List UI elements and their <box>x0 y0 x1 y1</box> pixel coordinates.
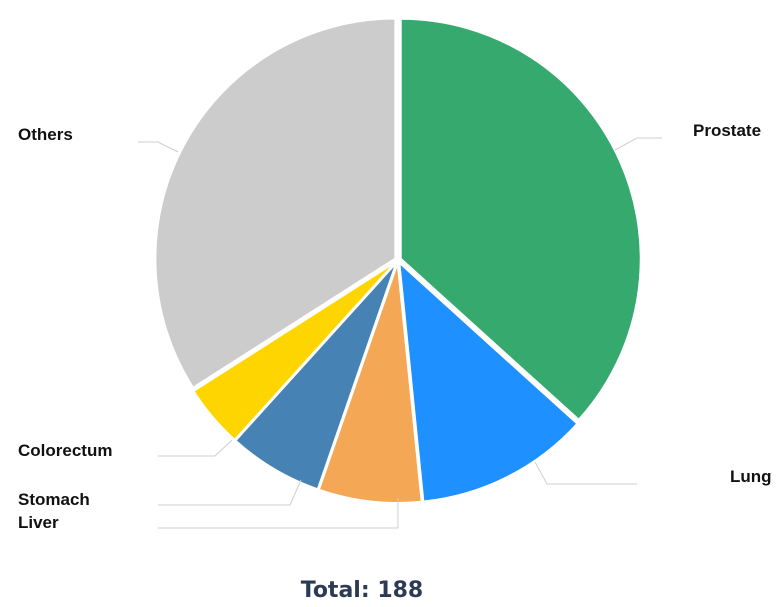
pie-slices <box>154 17 642 504</box>
pie-slice-stomach <box>234 261 398 491</box>
leader-line-others <box>138 141 179 153</box>
slice-label-liver: Liver <box>18 513 59 532</box>
total-summary: Total: 188 <box>0 578 724 603</box>
total-value: 188 <box>377 578 424 603</box>
slice-label-others: Others <box>18 125 73 144</box>
slice-label-colorectum: Colorectum <box>18 441 112 460</box>
leader-line-prostate <box>614 137 662 151</box>
leader-lines <box>138 137 662 529</box>
slice-label-stomach: Stomach <box>18 490 90 509</box>
pie-slice-lung <box>398 261 579 503</box>
leader-line-lung <box>534 461 637 485</box>
leader-line-liver <box>158 498 399 529</box>
total-label: Total: <box>300 578 370 603</box>
slice-label-lung: Lung <box>730 467 772 486</box>
pie-slice-colorectum <box>192 260 397 441</box>
pie-slice-others <box>154 17 397 389</box>
leader-line-colorectum <box>158 439 233 457</box>
pie-slice-prostate <box>399 17 642 421</box>
leader-line-stomach <box>158 479 302 506</box>
slice-labels: Prostate Lung Liver Stomach Colorectum Others <box>18 121 772 532</box>
slice-label-prostate: Prostate <box>693 121 761 140</box>
pie-slice-liver <box>317 261 423 504</box>
